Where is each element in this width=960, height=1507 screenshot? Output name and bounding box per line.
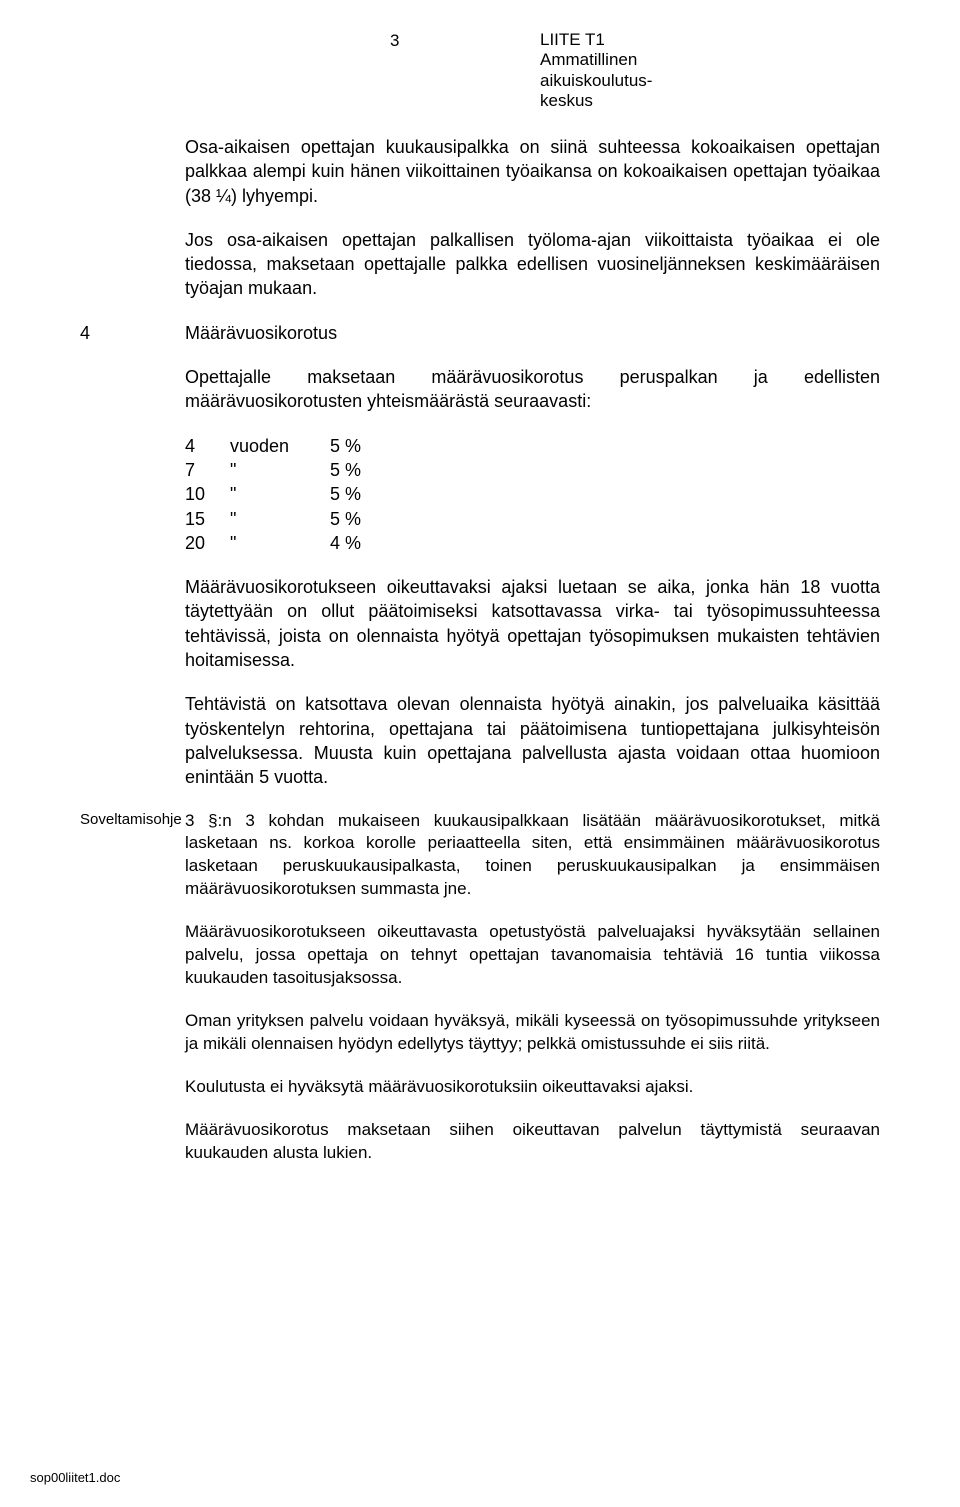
table-cell: ": [230, 482, 330, 506]
page-number: 3: [390, 30, 399, 53]
paragraph-1: Osa-aikaisen opettajan kuukausipalkka on…: [185, 135, 880, 208]
table-row: 4 vuoden 5 %: [185, 434, 880, 458]
table-row: 10 " 5 %: [185, 482, 880, 506]
header-line3: aikuiskoulutus-: [540, 71, 652, 91]
increments-table: 4 vuoden 5 % 7 " 5 % 10 " 5 % 15 " 5 % 2…: [185, 434, 880, 555]
paragraph-6: Määrävuosikorotukseen oikeuttavasta opet…: [185, 921, 880, 990]
table-cell: 5 %: [330, 458, 390, 482]
header-line4: keskus: [540, 91, 652, 111]
section-title: Määrävuosikorotus: [185, 321, 880, 345]
annotation-block: Soveltamisohje 3 §:n 3 kohdan mukaiseen …: [80, 810, 880, 902]
table-cell: 5 %: [330, 434, 390, 458]
section-4-header: 4 Määrävuosikorotus: [80, 321, 880, 345]
paragraph-4: Määrävuosikorotukseen oikeuttavaksi ajak…: [185, 575, 880, 672]
footer-filename: sop00liitet1.doc: [30, 1469, 120, 1487]
table-cell: ": [230, 531, 330, 555]
table-cell: 7: [185, 458, 230, 482]
header-right: LIITE T1 Ammatillinen aikuiskoulutus- ke…: [540, 30, 652, 112]
annotation-body: 3 §:n 3 kohdan mukaiseen kuukausipalkkaa…: [185, 810, 880, 902]
paragraph-5: Tehtävistä on katsottava olevan olennais…: [185, 692, 880, 789]
section-number: 4: [80, 321, 185, 345]
table-row: 20 " 4 %: [185, 531, 880, 555]
table-cell: ": [230, 458, 330, 482]
paragraph-7: Oman yrityksen palvelu voidaan hyväksyä,…: [185, 1010, 880, 1056]
header-line2: Ammatillinen: [540, 50, 652, 70]
annotation-label: Soveltamisohje: [80, 810, 185, 902]
header-line1: LIITE T1: [540, 30, 652, 50]
table-cell: 20: [185, 531, 230, 555]
paragraph-3: Opettajalle maksetaan määrävuosikorotus …: [185, 365, 880, 414]
table-cell: ": [230, 507, 330, 531]
table-cell: vuoden: [230, 434, 330, 458]
table-cell: 5 %: [330, 507, 390, 531]
table-cell: 15: [185, 507, 230, 531]
table-row: 15 " 5 %: [185, 507, 880, 531]
table-row: 7 " 5 %: [185, 458, 880, 482]
table-cell: 5 %: [330, 482, 390, 506]
table-cell: 4: [185, 434, 230, 458]
paragraph-2: Jos osa-aikaisen opettajan palkallisen t…: [185, 228, 880, 301]
paragraph-8: Koulutusta ei hyväksytä määrävuosikorotu…: [185, 1076, 880, 1099]
main-content: Osa-aikaisen opettajan kuukausipalkka on…: [80, 135, 880, 1165]
table-cell: 10: [185, 482, 230, 506]
paragraph-9: Määrävuosikorotus maksetaan siihen oikeu…: [185, 1119, 880, 1165]
table-cell: 4 %: [330, 531, 390, 555]
